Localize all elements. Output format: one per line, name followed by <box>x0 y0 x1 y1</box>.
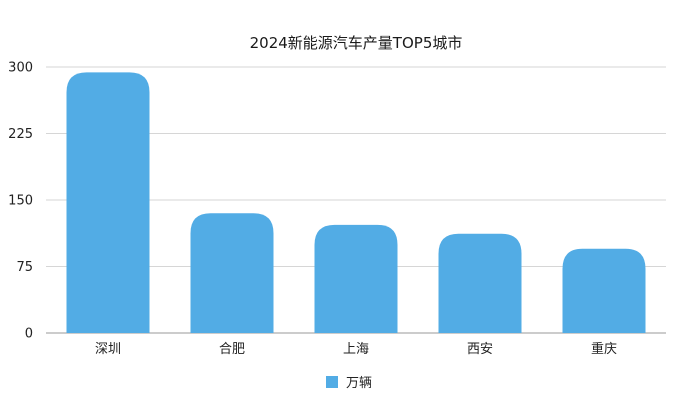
y-axis-ticks: 0 75 150 225 300 <box>8 61 33 342</box>
x-tick-label: 重庆 <box>591 341 617 357</box>
bar-西安 <box>438 233 522 333</box>
x-tick-label: 深圳 <box>95 342 121 357</box>
x-tick-label: 合肥 <box>219 342 245 357</box>
bar-上海 <box>314 224 398 333</box>
legend-label: 万辆 <box>346 376 372 391</box>
y-tick-label: 225 <box>8 127 33 142</box>
bar-深圳 <box>66 72 150 333</box>
legend-swatch <box>326 376 338 388</box>
x-tick-label: 西安 <box>467 342 493 357</box>
y-tick-label: 300 <box>8 61 33 76</box>
bar-合肥 <box>190 213 274 333</box>
bar-重庆 <box>562 248 646 333</box>
chart-title: 2024新能源汽车产量TOP5城市 <box>250 34 463 52</box>
x-axis-labels: 深圳 合肥 上海 西安 重庆 <box>95 341 617 357</box>
y-tick-label: 0 <box>25 327 33 342</box>
legend: 万辆 <box>326 376 372 391</box>
bars <box>66 72 646 333</box>
y-tick-label: 75 <box>16 260 33 275</box>
x-tick-label: 上海 <box>343 342 369 357</box>
y-tick-label: 150 <box>8 194 33 209</box>
